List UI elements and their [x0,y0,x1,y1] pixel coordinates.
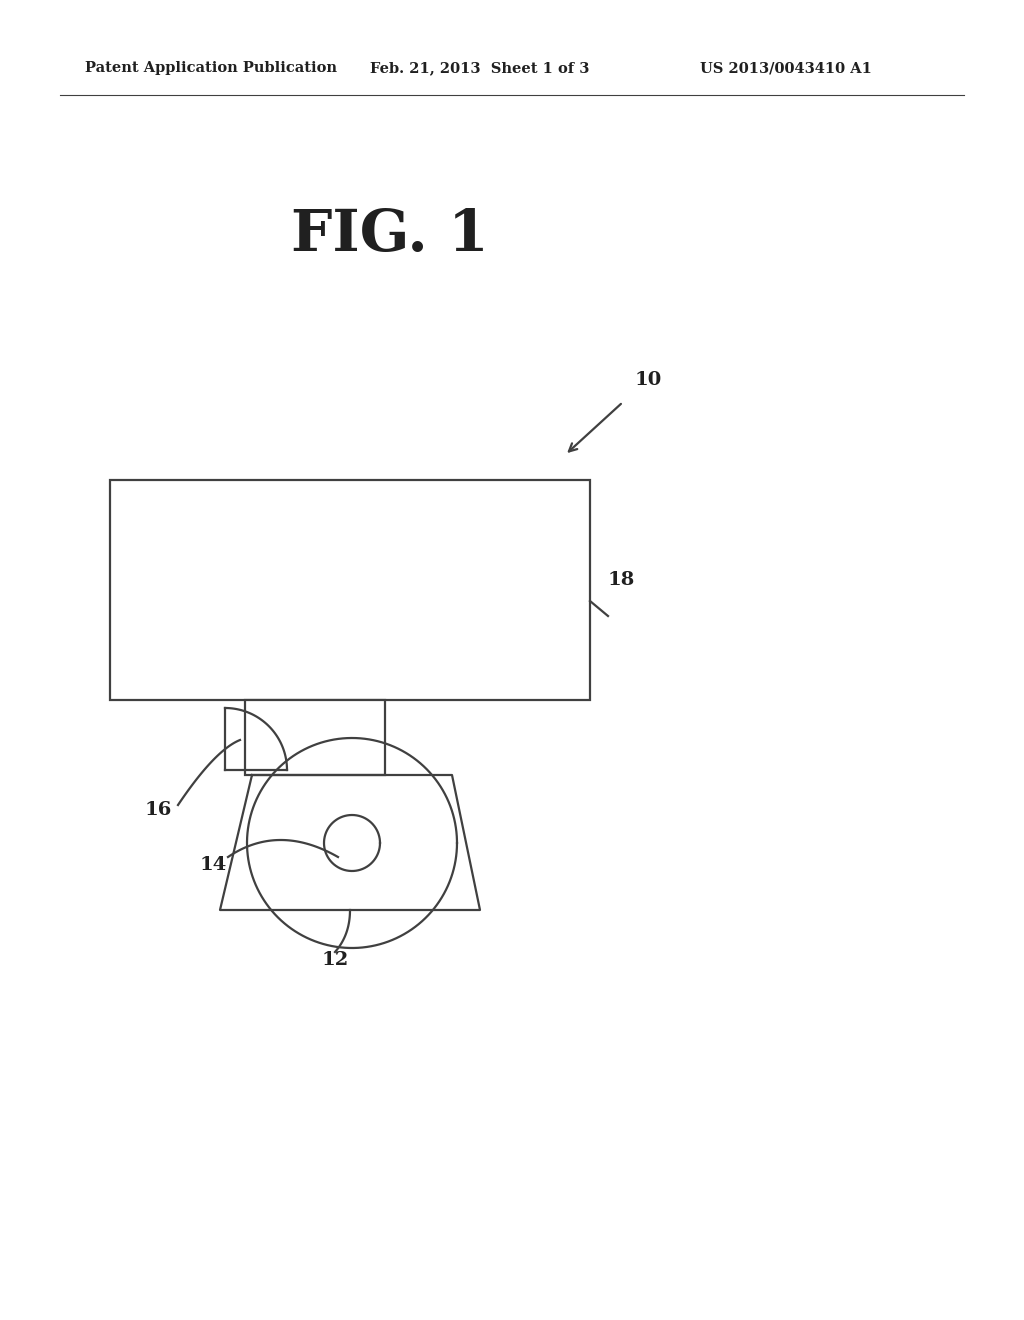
Bar [245,700,385,775]
Text: 10: 10 [635,371,662,389]
Text: 12: 12 [322,950,348,969]
Text: Feb. 21, 2013  Sheet 1 of 3: Feb. 21, 2013 Sheet 1 of 3 [370,61,590,75]
Text: US 2013/0043410 A1: US 2013/0043410 A1 [700,61,871,75]
Text: 16: 16 [144,801,172,818]
Text: 18: 18 [608,572,635,589]
Bar [110,480,590,700]
Text: FIG. 1: FIG. 1 [291,207,488,263]
Text: 14: 14 [200,855,226,874]
Text: Patent Application Publication: Patent Application Publication [85,61,337,75]
